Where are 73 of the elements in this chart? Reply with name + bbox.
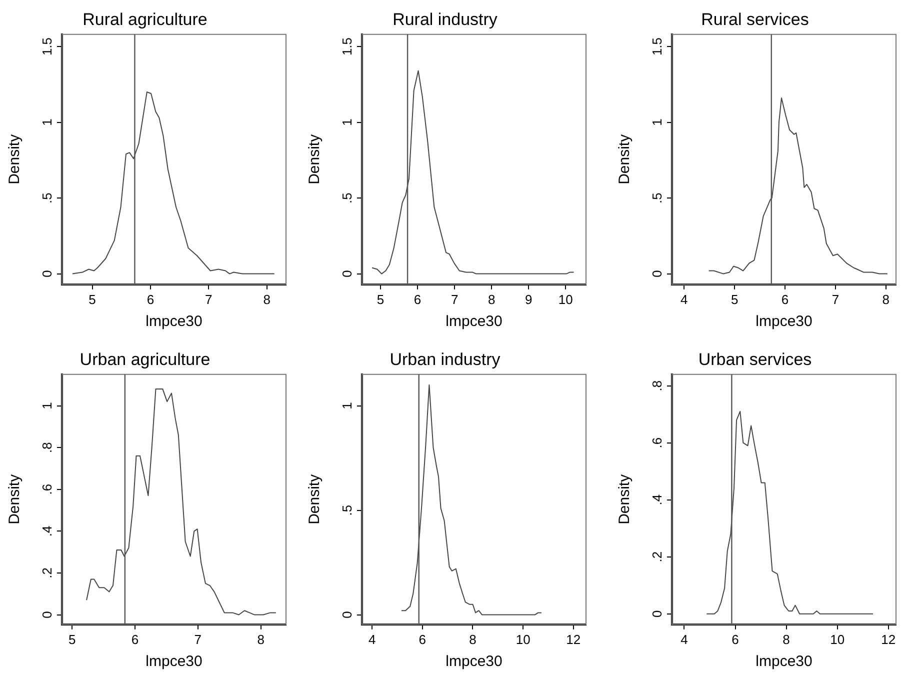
y-tick-label: .8 [40,442,55,453]
x-axis-title: lmpce30 [146,313,202,330]
x-tick-label: 4 [680,632,688,647]
x-tick-label: 8 [488,292,496,307]
y-tick-label: 0 [40,611,55,618]
chart-title: Rural industry [392,10,498,29]
y-tick-label: .5 [650,192,665,204]
x-tick-label: 10 [830,632,845,647]
y-axis-title: Density [306,474,324,524]
x-tick-label: 5 [730,292,738,307]
y-tick-label: .6 [40,484,55,495]
x-tick-label: 7 [205,292,212,307]
y-tick-label: 1 [650,118,665,126]
y-tick-label: 1.5 [40,37,55,56]
x-tick-label: 7 [450,292,458,307]
x-tick-label: 6 [781,292,789,307]
x-axis-title: lmpce30 [146,653,202,670]
y-tick-label: .5 [340,192,355,204]
y-tick-label: .4 [650,494,665,506]
y-tick-label: .2 [650,551,665,562]
x-tick-label: 4 [680,292,688,307]
y-tick-label: 0 [340,611,355,618]
y-tick-label: 1 [340,402,355,410]
x-tick-label: 8 [782,632,790,647]
y-tick-label: 1.5 [340,37,355,56]
x-axis-title: lmpce30 [446,313,502,330]
x-tick-label: 8 [469,632,476,647]
y-axis-title: Density [306,134,324,184]
x-tick-label: 5 [376,292,384,307]
y-tick-label: 0 [650,610,665,618]
x-tick-label: 5 [88,292,96,307]
x-tick-label: 12 [881,632,896,647]
y-tick-label: .6 [650,437,665,448]
x-tick-label: 8 [263,292,270,307]
x-tick-label: 6 [414,292,422,307]
x-tick-label: 10 [516,632,530,647]
chart-title: Urban industry [390,350,501,369]
y-axis-title: Density [616,134,634,184]
y-axis-title: Density [6,474,24,524]
y-tick-label: .5 [40,192,55,204]
y-axis-title: Density [616,474,634,524]
y-tick-label: 0 [650,270,665,278]
x-tick-label: 9 [524,292,532,307]
y-tick-label: .2 [40,568,55,578]
x-tick-label: 6 [418,632,426,647]
x-axis-title: lmpce30 [756,653,812,670]
chart-title: Rural services [701,10,809,29]
y-tick-label: 1.5 [650,37,665,56]
y-tick-label: 1 [40,402,55,410]
y-tick-label: .5 [340,504,355,516]
x-tick-label: 6 [732,632,739,647]
y-tick-label: 1 [340,118,355,126]
x-tick-label: 6 [146,292,154,307]
x-tick-label: 10 [558,292,573,307]
y-tick-label: .4 [40,526,55,537]
y-tick-label: 0 [340,270,355,278]
y-tick-label: 0 [40,270,55,278]
x-tick-label: 8 [257,632,264,647]
y-tick-label: .8 [650,380,665,392]
x-tick-label: 4 [368,632,376,647]
x-tick-label: 8 [882,292,890,307]
x-tick-label: 7 [194,632,202,647]
chart-title: Rural agriculture [82,10,208,29]
x-tick-label: 7 [832,292,840,307]
x-tick-label: 6 [131,632,139,647]
y-axis-title: Density [6,134,24,184]
x-tick-label: 12 [566,632,581,647]
x-tick-label: 5 [68,632,76,647]
chart-title: Urban agriculture [80,350,210,369]
chart-title: Urban services [698,350,812,369]
x-axis-title: lmpce30 [756,313,812,330]
y-tick-label: 1 [40,118,55,126]
x-axis-title: lmpce30 [446,653,502,670]
